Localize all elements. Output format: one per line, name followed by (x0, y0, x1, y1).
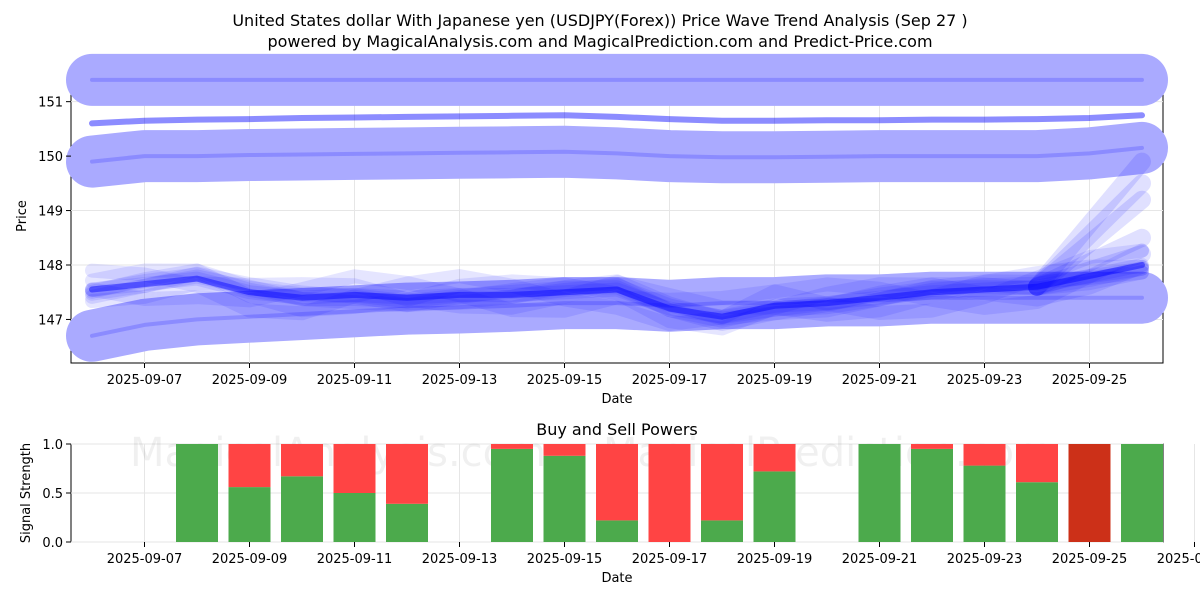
signal-xtick-label: 2025-09-11 (317, 552, 393, 567)
price-wave-ghost (85, 259, 1149, 336)
price-xtick-label: 2025-09-07 (107, 373, 183, 388)
signal-xtick-label: 2025-09-27 (1157, 552, 1200, 567)
price-xtick-label: 2025-09-25 (1052, 373, 1128, 388)
price-xtick-label: 2025-09-23 (947, 373, 1023, 388)
price-wave-ghost (85, 243, 1149, 332)
signal-ytick-label: 0.0 (42, 536, 63, 551)
chart-title: United States dollar With Japanese yen (… (232, 11, 967, 30)
signal-xtick-label: 2025-09-25 (1052, 552, 1128, 567)
price-forecast-fan (1028, 152, 1151, 296)
buy-bar (333, 493, 376, 542)
sell-bar (543, 444, 586, 456)
price-wave-ghost (85, 243, 1149, 320)
sell-bar (963, 444, 1006, 466)
signal-title: Buy and Sell Powers (536, 420, 698, 439)
chart-subtitle: powered by MagicalAnalysis.com and Magic… (267, 32, 932, 51)
price-forecast-fan (1028, 245, 1151, 296)
sell-bar (1016, 444, 1058, 483)
price-xtick-label: 2025-09-21 (842, 373, 918, 388)
signal-ytick-label: 0.5 (42, 487, 63, 502)
price-wave-ghost (85, 261, 1149, 328)
price-series-lower-band (90, 295, 1144, 338)
signal-plot: Buy and Sell Powers MagicalAnalysis.comM… (19, 420, 1200, 586)
sell-bar (596, 444, 638, 521)
buy-bar (753, 471, 796, 542)
price-band-mid-band (66, 121, 1168, 188)
price-ytick-label: 147 (38, 313, 63, 328)
price-ticks: 2025-09-07 2025-09-09 2025-09-11 2025-09-13… (38, 96, 1127, 388)
sell-bar (701, 444, 743, 521)
price-xtick-label: 2025-09-11 (317, 373, 393, 388)
signal-xtick-label: 2025-09-23 (947, 552, 1023, 567)
price-xtick-label: 2025-09-13 (422, 373, 498, 388)
signal-xtick-label: 2025-09-07 (107, 552, 183, 567)
sell-bar (491, 444, 533, 449)
price-wave-ghost (85, 259, 1149, 322)
sell-bar (753, 444, 796, 472)
price-ytick-label: 148 (38, 259, 63, 274)
sell-bar (1068, 444, 1111, 542)
price-series-mid-band (90, 145, 1144, 164)
signal-ytick-label: 1.0 (42, 438, 63, 453)
buy-bar (491, 448, 533, 542)
price-ytick-label: 150 (38, 150, 63, 165)
price-ylabel: Price (15, 200, 30, 232)
buy-bar (1016, 482, 1058, 542)
price-wave-ghost (85, 258, 1149, 324)
buy-bar (858, 444, 901, 542)
price-wave-ghost (85, 261, 1149, 325)
signal-xtick-label: 2025-09-17 (632, 552, 708, 567)
buy-bar (543, 455, 586, 542)
buy-bar (701, 520, 743, 542)
sell-bar (333, 444, 376, 493)
price-xtick-label: 2025-09-17 (632, 373, 708, 388)
sell-bar (281, 444, 323, 477)
buy-bar (963, 465, 1006, 542)
buy-bar (596, 520, 638, 542)
signal-xtick-label: 2025-09-19 (737, 552, 813, 567)
signal-ticks: 2025-09-07 2025-09-09 2025-09-11 2025-09-13… (42, 438, 1200, 567)
buy-bar (228, 487, 271, 542)
buy-bar (1121, 444, 1163, 542)
signal-ylabel: Signal Strength (19, 443, 34, 543)
signal-xtick-label: 2025-09-21 (842, 552, 918, 567)
signal-xtick-label: 2025-09-13 (422, 552, 498, 567)
buy-bar (281, 476, 323, 542)
price-bands (66, 53, 1168, 362)
price-lines (85, 77, 1151, 338)
signal-xtick-label: 2025-09-15 (527, 552, 603, 567)
price-xtick-label: 2025-09-15 (527, 373, 603, 388)
price-wave-ghost (85, 265, 1149, 326)
signal-xlabel: Date (601, 571, 632, 586)
signal-bars (176, 444, 1163, 542)
sell-bar (228, 444, 271, 488)
price-xtick-label: 2025-09-09 (212, 373, 288, 388)
buy-bar (386, 503, 428, 542)
price-ytick-label: 149 (38, 205, 63, 220)
signal-xtick-label: 2025-09-09 (212, 552, 288, 567)
buy-bar (911, 448, 953, 542)
sell-bar (911, 444, 953, 449)
sell-bar (648, 444, 691, 542)
price-ytick-label: 151 (38, 96, 63, 111)
sell-bar (386, 444, 428, 504)
price-series-price-wave (89, 262, 1145, 320)
price-forecast-fan (1028, 174, 1151, 296)
price-wave-ghost (85, 263, 1149, 331)
price-xtick-label: 2025-09-19 (737, 373, 813, 388)
price-forecast-fan (1028, 228, 1151, 296)
buy-bar (176, 444, 218, 542)
price-plot: MagicalAnalysis.com MagicalPrediction.com… (15, 53, 1168, 407)
price-series-upper-wave (89, 112, 1145, 127)
price-band-lower-band (66, 271, 1168, 362)
price-xlabel: Date (601, 392, 632, 407)
price-forecast-fan (1028, 190, 1151, 296)
